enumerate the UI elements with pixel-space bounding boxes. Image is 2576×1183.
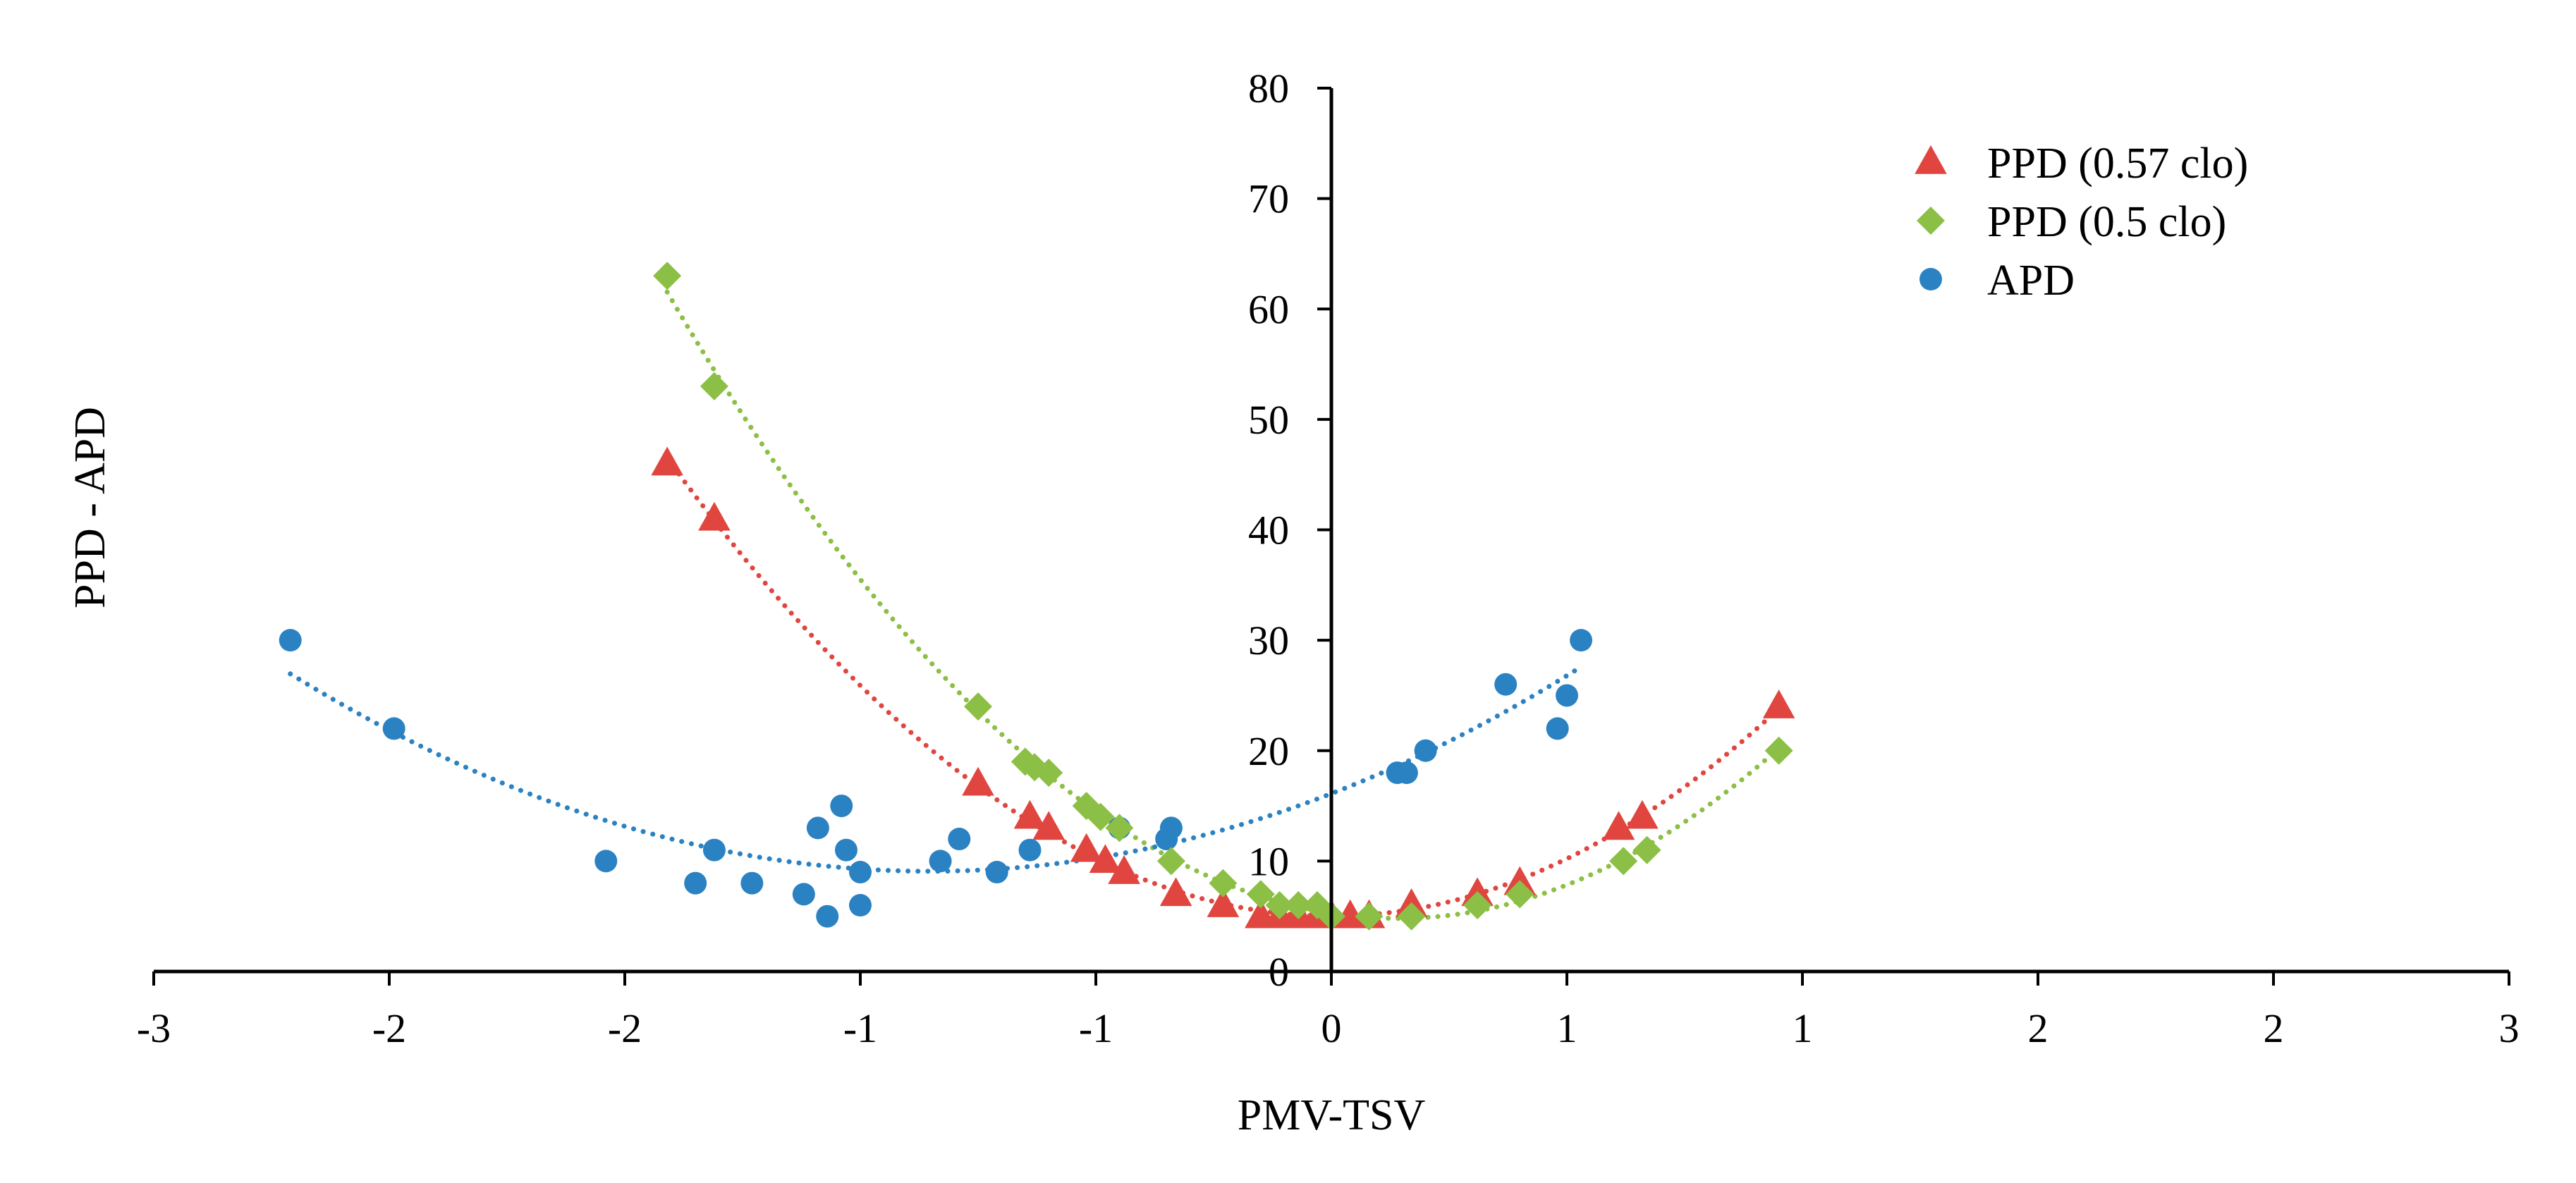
x-axis-title: PMV-TSV bbox=[1238, 1091, 1426, 1139]
ppd-057-clo-point bbox=[1070, 833, 1103, 862]
ppd-057-clo-point bbox=[651, 446, 683, 476]
ppd-05-clo-point bbox=[1265, 891, 1294, 920]
ppd-057-clo-point bbox=[1089, 844, 1122, 874]
legend-ppd-057-clo-label: PPD (0.57 clo) bbox=[1987, 140, 2248, 188]
ppd-05-clo-point bbox=[1034, 759, 1063, 787]
apd-point bbox=[684, 871, 707, 895]
y-tick-label: 50 bbox=[1248, 397, 1289, 443]
x-tick-label: -2 bbox=[608, 1005, 642, 1051]
ppd-057-clo-point bbox=[1762, 689, 1795, 718]
ppd-05-clo-point bbox=[1086, 802, 1115, 831]
ppd-05-clo-point bbox=[1209, 869, 1238, 897]
x-tick-label: 1 bbox=[1793, 1005, 1813, 1051]
y-tick-label: 20 bbox=[1248, 728, 1289, 774]
x-tick-label: -1 bbox=[843, 1005, 877, 1051]
legend-apd-label: APD bbox=[1987, 257, 2075, 305]
apd-point bbox=[1546, 717, 1569, 740]
ppd-05-clo-point bbox=[1397, 902, 1426, 931]
apd-point bbox=[1494, 673, 1518, 696]
ppd-057-clo-point bbox=[962, 766, 994, 796]
ppd-05-clo-point bbox=[1355, 902, 1384, 931]
legend: PPD (0.57 clo) PPD (0.5 clo) APD bbox=[1915, 140, 2248, 305]
ppd-05-clo-point bbox=[1609, 847, 1638, 876]
y-tick-label: 70 bbox=[1248, 176, 1289, 222]
y-axis-title: PPD - APD bbox=[66, 407, 114, 608]
legend-ppd-057-clo-marker bbox=[1915, 145, 1947, 174]
apd-point bbox=[929, 850, 952, 873]
ppd-05-clo-point bbox=[1632, 835, 1661, 864]
x-tick-label: -1 bbox=[1079, 1005, 1113, 1051]
x-tick-label: 0 bbox=[1321, 1005, 1342, 1051]
ppd-057-clo-trendline bbox=[664, 455, 1782, 919]
apd-point bbox=[382, 717, 405, 740]
legend-ppd-05-clo-label: PPD (0.5 clo) bbox=[1987, 198, 2226, 246]
legend-ppd-05-clo-marker bbox=[1917, 207, 1945, 235]
apd-point bbox=[740, 871, 764, 895]
apd-point bbox=[849, 894, 872, 917]
ppd-05-clo-point bbox=[1284, 891, 1313, 920]
apd-point bbox=[1570, 629, 1593, 652]
apd-point bbox=[1159, 816, 1183, 840]
markers-layer bbox=[279, 262, 1795, 931]
ppd-05-clo-point bbox=[1764, 736, 1793, 765]
apd-point bbox=[806, 816, 829, 840]
ppd-057-clo-point bbox=[1626, 799, 1659, 829]
x-tick-label: -3 bbox=[137, 1005, 171, 1051]
apd-point bbox=[1018, 838, 1042, 862]
x-tick-label: 1 bbox=[1557, 1005, 1577, 1051]
legend-apd-marker bbox=[1919, 268, 1942, 290]
ppd-05-clo-point bbox=[1246, 880, 1275, 909]
x-tick-label: 3 bbox=[2499, 1005, 2520, 1051]
y-tick-label: 10 bbox=[1248, 838, 1289, 884]
apd-point bbox=[830, 795, 853, 818]
y-tick-label: 0 bbox=[1269, 949, 1289, 995]
ppd-057-clo-point bbox=[1159, 877, 1192, 907]
ppd-05-clo-point bbox=[1105, 814, 1134, 842]
apd-point bbox=[1414, 739, 1437, 762]
ppd-05-clo-point bbox=[1506, 880, 1534, 909]
x-tick-label: -2 bbox=[372, 1005, 406, 1051]
ppd-057-clo-point bbox=[1013, 799, 1046, 829]
apd-point bbox=[792, 883, 815, 906]
ppd-057-clo-point bbox=[1207, 888, 1240, 917]
y-tick-label: 40 bbox=[1248, 508, 1289, 553]
apd-point bbox=[1395, 761, 1418, 785]
apd-point bbox=[948, 828, 971, 851]
ppd-05-clo-point bbox=[1463, 891, 1492, 920]
apd-point bbox=[1556, 684, 1578, 707]
ppd-057-clo-point bbox=[1032, 811, 1065, 840]
y-tick-label: 60 bbox=[1248, 286, 1289, 332]
ppd-05-clo-point bbox=[653, 262, 682, 290]
ppd-05-clo-point bbox=[964, 692, 992, 721]
ppd-057-clo-point bbox=[1602, 811, 1635, 840]
ppd-057-clo-point bbox=[1108, 855, 1140, 884]
apd-point bbox=[834, 838, 857, 862]
ppd-057-clo-point bbox=[698, 501, 731, 531]
apd-point bbox=[985, 861, 1008, 884]
y-tick-label: 80 bbox=[1248, 66, 1289, 111]
y-tick-label: 30 bbox=[1248, 618, 1289, 663]
x-tick-label: 2 bbox=[2264, 1005, 2284, 1051]
x-tick-label: 2 bbox=[2028, 1005, 2049, 1051]
apd-point bbox=[594, 850, 618, 873]
ppd-05-clo-points bbox=[653, 262, 1793, 931]
apd-point bbox=[816, 905, 839, 928]
apd-point bbox=[849, 861, 872, 884]
ppd-05-clo-point bbox=[700, 372, 728, 400]
apd-points bbox=[279, 629, 1593, 928]
apd-point bbox=[702, 838, 726, 862]
ppd-05-clo-point bbox=[1156, 847, 1185, 876]
apd-point bbox=[279, 629, 302, 652]
